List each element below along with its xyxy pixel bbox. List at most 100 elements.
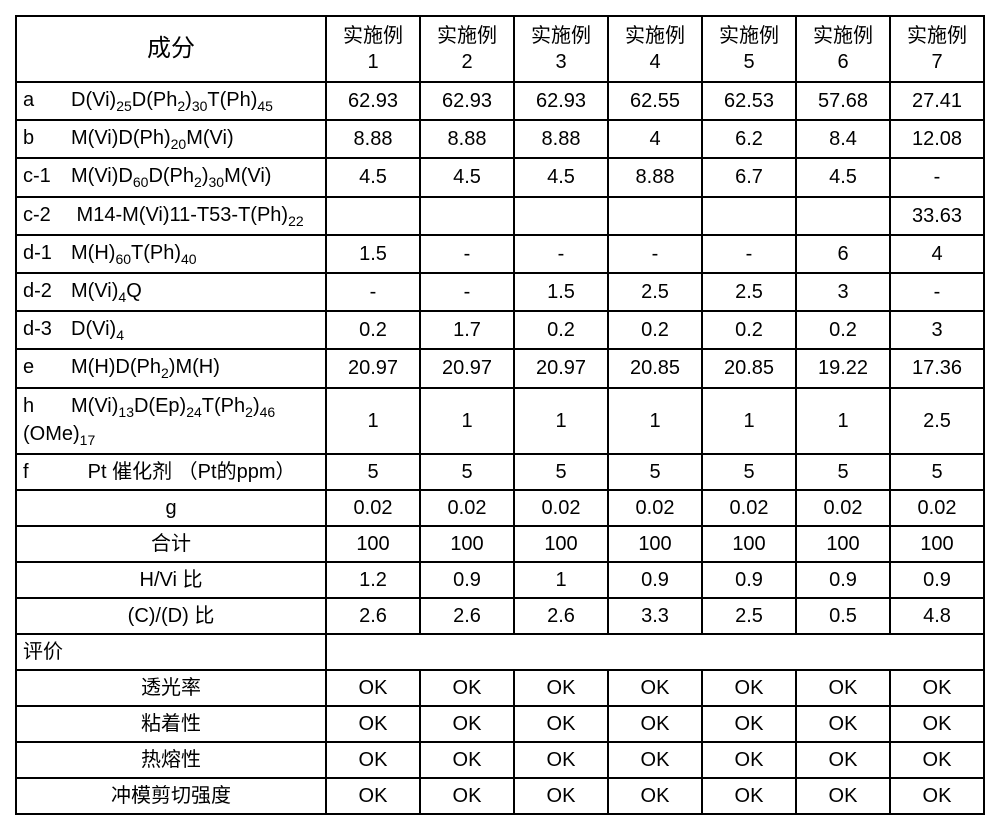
row-label-cell: c-1M(Vi)D60D(Ph2)30M(Vi) <box>16 158 326 196</box>
table-row: d-1M(H)60T(Ph)401.5----64 <box>16 235 984 273</box>
value-cell: 62.93 <box>420 82 514 120</box>
eval-value-cell: OK <box>326 778 420 814</box>
row-tag: f <box>23 459 71 485</box>
value-cell: 1.7 <box>420 311 514 349</box>
value-cell <box>702 197 796 235</box>
row-label-cell: eM(H)D(Ph2)M(H) <box>16 349 326 387</box>
value-cell: 2.5 <box>702 273 796 311</box>
row-tag: e <box>23 354 71 380</box>
header-col: 实施例4 <box>608 16 702 82</box>
value-cell: 5 <box>796 454 890 490</box>
value-cell: 0.2 <box>796 311 890 349</box>
value-cell: 1.5 <box>514 273 608 311</box>
value-cell: 5 <box>890 454 984 490</box>
value-cell: 20.97 <box>420 349 514 387</box>
value-cell: 8.88 <box>420 120 514 158</box>
summary-row: (C)/(D) 比2.62.62.63.32.50.54.8 <box>16 598 984 634</box>
value-cell: 1.5 <box>326 235 420 273</box>
value-cell: 62.55 <box>608 82 702 120</box>
value-cell: 100 <box>514 526 608 562</box>
header-col: 实施例1 <box>326 16 420 82</box>
row-tag: b <box>23 125 71 151</box>
value-cell: 100 <box>702 526 796 562</box>
eval-value-cell: OK <box>796 670 890 706</box>
value-cell: 4.5 <box>514 158 608 196</box>
eval-value-cell: OK <box>702 706 796 742</box>
value-cell: 5 <box>326 454 420 490</box>
value-cell: 27.41 <box>890 82 984 120</box>
eval-value-cell: OK <box>796 778 890 814</box>
value-cell: 1 <box>702 388 796 454</box>
eval-value-cell: OK <box>796 706 890 742</box>
value-cell: 17.36 <box>890 349 984 387</box>
eval-row: 透光率OKOKOKOKOKOKOK <box>16 670 984 706</box>
eval-value-cell: OK <box>796 742 890 778</box>
row-label-cell: c-2 M14-M(Vi)11-T53-T(Ph)22 <box>16 197 326 235</box>
value-cell: 2.6 <box>514 598 608 634</box>
table-row: aD(Vi)25D(Ph2)30T(Ph)4562.9362.9362.9362… <box>16 82 984 120</box>
value-cell: 0.02 <box>608 490 702 526</box>
value-cell: - <box>890 158 984 196</box>
value-cell: 1 <box>514 562 608 598</box>
value-cell: 6.7 <box>702 158 796 196</box>
value-cell <box>514 197 608 235</box>
eval-value-cell: OK <box>608 742 702 778</box>
summary-row: g0.020.020.020.020.020.020.02 <box>16 490 984 526</box>
eval-header-blank <box>326 634 984 670</box>
eval-value-cell: OK <box>702 670 796 706</box>
value-cell: 100 <box>608 526 702 562</box>
eval-value-cell: OK <box>608 670 702 706</box>
summary-row: 合计100100100100100100100 <box>16 526 984 562</box>
value-cell: 0.02 <box>890 490 984 526</box>
eval-value-cell: OK <box>326 742 420 778</box>
eval-value-cell: OK <box>420 706 514 742</box>
row-tag: a <box>23 87 71 113</box>
row-label-cell: f Pt 催化剂 （Pt的ppm） <box>16 454 326 490</box>
table-row: d-3D(Vi)40.21.70.20.20.20.23 <box>16 311 984 349</box>
row-formula: M14-M(Vi)11-T53-T(Ph)22 <box>71 204 304 226</box>
value-cell: 0.9 <box>702 562 796 598</box>
eval-value-cell: OK <box>702 778 796 814</box>
table-row: bM(Vi)D(Ph)20M(Vi)8.888.888.8846.28.412.… <box>16 120 984 158</box>
value-cell: 33.63 <box>890 197 984 235</box>
value-cell: 62.53 <box>702 82 796 120</box>
value-cell: - <box>326 273 420 311</box>
eval-value-cell: OK <box>326 670 420 706</box>
eval-row: 热熔性OKOKOKOKOKOKOK <box>16 742 984 778</box>
row-tag: c-2 <box>23 202 71 228</box>
value-cell: 0.02 <box>702 490 796 526</box>
value-cell: 2.6 <box>420 598 514 634</box>
value-cell: 100 <box>420 526 514 562</box>
row-label-cell: d-1M(H)60T(Ph)40 <box>16 235 326 273</box>
value-cell: 1 <box>608 388 702 454</box>
value-cell: 0.9 <box>420 562 514 598</box>
value-cell: 8.88 <box>608 158 702 196</box>
value-cell: 20.97 <box>514 349 608 387</box>
value-cell: 100 <box>890 526 984 562</box>
row-tag: d-2 <box>23 278 71 304</box>
value-cell: 0.02 <box>326 490 420 526</box>
value-cell: 20.97 <box>326 349 420 387</box>
table-row: d-2M(Vi)4Q--1.52.52.53- <box>16 273 984 311</box>
eval-value-cell: OK <box>514 706 608 742</box>
value-cell: - <box>890 273 984 311</box>
row-formula: M(Vi)D60D(Ph2)30M(Vi) <box>71 165 271 187</box>
eval-value-cell: OK <box>420 670 514 706</box>
value-cell: 1 <box>420 388 514 454</box>
row-formula: M(Vi)D(Ph)20M(Vi) <box>71 127 234 149</box>
value-cell: 4 <box>890 235 984 273</box>
value-cell: 8.88 <box>514 120 608 158</box>
summary-label: (C)/(D) 比 <box>16 598 326 634</box>
table-row: hM(Vi)13D(Ep)24T(Ph2)46(OMe)171111112.5 <box>16 388 984 454</box>
row-tag: d-1 <box>23 240 71 266</box>
value-cell: 8.88 <box>326 120 420 158</box>
header-col: 实施例3 <box>514 16 608 82</box>
value-cell: 4.5 <box>796 158 890 196</box>
summary-label: 合计 <box>16 526 326 562</box>
value-cell: 2.5 <box>608 273 702 311</box>
value-cell: 0.5 <box>796 598 890 634</box>
row-formula: Pt 催化剂 （Pt的ppm） <box>71 461 295 483</box>
value-cell: 0.9 <box>608 562 702 598</box>
value-cell: 4 <box>608 120 702 158</box>
value-cell: 20.85 <box>608 349 702 387</box>
